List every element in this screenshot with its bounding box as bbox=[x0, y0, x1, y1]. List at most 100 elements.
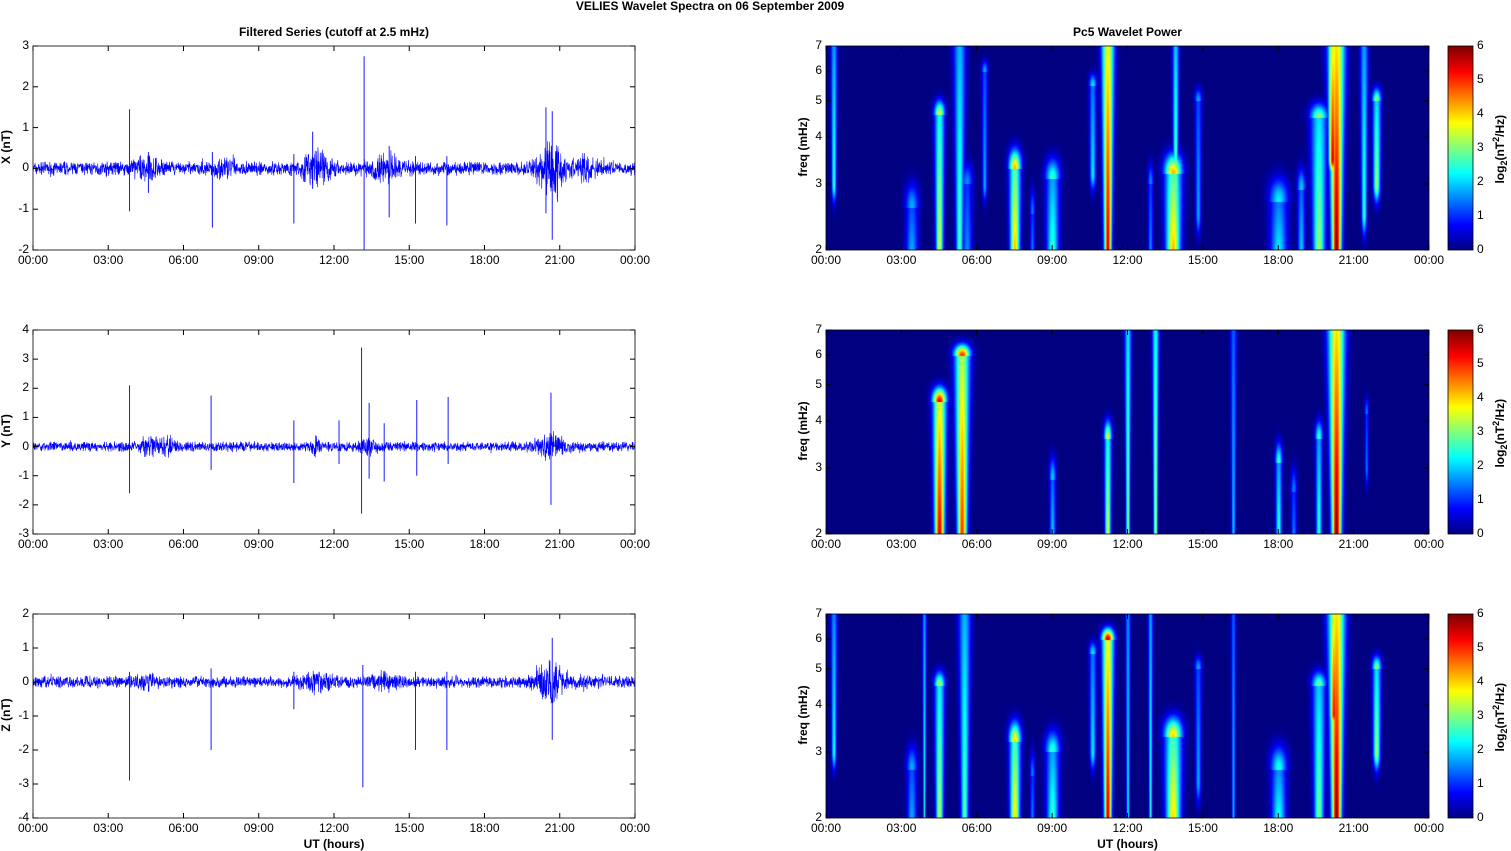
x-tick-label: 12:00 bbox=[1112, 537, 1143, 551]
y-axis-label: freq (mHz) bbox=[796, 685, 810, 745]
y-tick-label: 4 bbox=[22, 322, 29, 336]
x-tick-label: 00:00 bbox=[619, 537, 651, 551]
x-tick-label: 15:00 bbox=[394, 821, 425, 835]
x-tick-label: 18:00 bbox=[469, 537, 500, 551]
x-tick-label: 12:00 bbox=[318, 253, 350, 267]
axes-box bbox=[825, 329, 1430, 535]
series-line bbox=[32, 659, 635, 704]
y-tick-label: 2 bbox=[22, 78, 29, 93]
x-tick-label: 03:00 bbox=[886, 537, 917, 551]
x-tick-label: 03:00 bbox=[886, 253, 917, 267]
x-tick-label: 09:00 bbox=[1037, 253, 1068, 267]
x-tick-label: 18:00 bbox=[469, 253, 500, 267]
y-tick-label: 3 bbox=[22, 351, 29, 366]
x-tick-label: 15:00 bbox=[394, 537, 425, 551]
y-tick-label: 4 bbox=[815, 697, 822, 712]
y-tick-label: -3 bbox=[18, 776, 29, 790]
axes-box bbox=[825, 45, 1430, 251]
x-tick-label: 00:00 bbox=[619, 253, 651, 267]
y-tick-label: 1 bbox=[22, 119, 29, 134]
colorbar-box bbox=[1447, 329, 1474, 535]
colorbar-tick-label: 5 bbox=[1477, 640, 1484, 654]
x-tick-label: 09:00 bbox=[1037, 821, 1068, 835]
y-axis-label: X (nT) bbox=[0, 130, 13, 164]
colorbar-tick-label: 6 bbox=[1477, 38, 1484, 52]
y-tick-label: -4 bbox=[18, 810, 29, 824]
colorbar-tick-label: 5 bbox=[1477, 356, 1484, 370]
y-tick-label: 7 bbox=[815, 38, 822, 52]
x-tick-label: 09:00 bbox=[243, 537, 274, 551]
y-tick-label: 5 bbox=[815, 660, 822, 675]
x-tick-label: 09:00 bbox=[243, 253, 274, 267]
y-axis-label: freq (mHz) bbox=[796, 401, 810, 461]
y-tick-label: 0 bbox=[22, 438, 29, 453]
y-tick-label: 5 bbox=[815, 92, 822, 107]
panel-title: Pc5 Wavelet Power bbox=[1073, 25, 1182, 39]
y-axis-label: freq (mHz) bbox=[796, 117, 810, 177]
y-tick-label: 3 bbox=[815, 459, 822, 474]
x-tick-label: 18:00 bbox=[1263, 537, 1294, 551]
x-tick-label: 06:00 bbox=[961, 253, 992, 267]
x-tick-label: 18:00 bbox=[1263, 253, 1294, 267]
colorbar-tick-label: 1 bbox=[1477, 208, 1484, 222]
x-tick-label: 03:00 bbox=[886, 821, 917, 835]
colorbar-box bbox=[1447, 45, 1474, 251]
x-tick-label: 00:00 bbox=[17, 537, 49, 551]
y-tick-label: -3 bbox=[18, 526, 29, 540]
x-tick-label: 15:00 bbox=[1187, 253, 1218, 267]
colorbar bbox=[1448, 330, 1473, 534]
x-tick-label: 03:00 bbox=[93, 821, 124, 835]
x-tick-label: 00:00 bbox=[810, 253, 842, 267]
x-tick-label: 03:00 bbox=[93, 537, 124, 551]
x-tick-label: 18:00 bbox=[469, 821, 500, 835]
y-tick-label: 2 bbox=[22, 606, 29, 620]
colorbar-tick-label: 3 bbox=[1477, 708, 1484, 722]
x-tick-label: 00:00 bbox=[810, 537, 842, 551]
colorbar-tick-label: 4 bbox=[1477, 390, 1484, 404]
colorbar-tick-label: 6 bbox=[1477, 606, 1484, 620]
x-tick-label: 12:00 bbox=[318, 821, 350, 835]
colorbar-tick-label: 1 bbox=[1477, 776, 1484, 790]
x-tick-label: 15:00 bbox=[394, 253, 425, 267]
y-tick-label: 3 bbox=[815, 743, 822, 758]
wavelet-power-heatmap bbox=[826, 330, 1429, 534]
x-tick-label: 21:00 bbox=[1338, 821, 1369, 835]
x-tick-label: 09:00 bbox=[243, 821, 274, 835]
figure-title: VELIES Wavelet Spectra on 06 September 2… bbox=[575, 0, 845, 13]
y-tick-label: 2 bbox=[815, 242, 822, 256]
y-tick-label: -1 bbox=[18, 708, 29, 722]
x-tick-label: 15:00 bbox=[1187, 537, 1218, 551]
x-axis-label: UT (hours) bbox=[303, 837, 365, 851]
colorbar-tick-label: 2 bbox=[1477, 174, 1484, 188]
y-tick-label: 7 bbox=[815, 606, 822, 620]
y-tick-label: -2 bbox=[18, 496, 29, 511]
y-tick-label: -1 bbox=[18, 467, 29, 482]
x-tick-label: 12:00 bbox=[1112, 821, 1143, 835]
y-tick-label: 4 bbox=[815, 129, 822, 144]
axes-box bbox=[825, 613, 1430, 819]
x-tick-label: 06:00 bbox=[168, 821, 199, 835]
colorbar-box bbox=[1447, 613, 1474, 819]
x-tick-label: 06:00 bbox=[961, 537, 992, 551]
colorbar-tick-label: 0 bbox=[1477, 242, 1484, 256]
x-tick-label: 00:00 bbox=[1413, 821, 1445, 835]
x-tick-label: 09:00 bbox=[1037, 537, 1068, 551]
colorbar-tick-label: 4 bbox=[1477, 674, 1484, 688]
x-tick-label: 00:00 bbox=[17, 253, 49, 267]
x-tick-label: 00:00 bbox=[17, 821, 49, 835]
y-tick-label: 3 bbox=[815, 175, 822, 190]
y-tick-label: 2 bbox=[815, 526, 822, 540]
y-tick-label: -1 bbox=[18, 201, 29, 216]
axes-box bbox=[32, 329, 636, 535]
y-tick-label: 6 bbox=[815, 347, 822, 362]
y-tick-label: 0 bbox=[22, 160, 29, 175]
x-tick-label: 18:00 bbox=[1263, 821, 1294, 835]
colorbar-label: log2(nT2/Hz) bbox=[1490, 114, 1510, 184]
panel-title: Filtered Series (cutoff at 2.5 mHz) bbox=[238, 25, 430, 39]
y-tick-label: 7 bbox=[815, 322, 822, 336]
colorbar-tick-label: 2 bbox=[1477, 458, 1484, 472]
x-tick-label: 00:00 bbox=[1413, 253, 1445, 267]
colorbar-tick-label: 5 bbox=[1477, 72, 1484, 86]
x-tick-label: 03:00 bbox=[93, 253, 124, 267]
